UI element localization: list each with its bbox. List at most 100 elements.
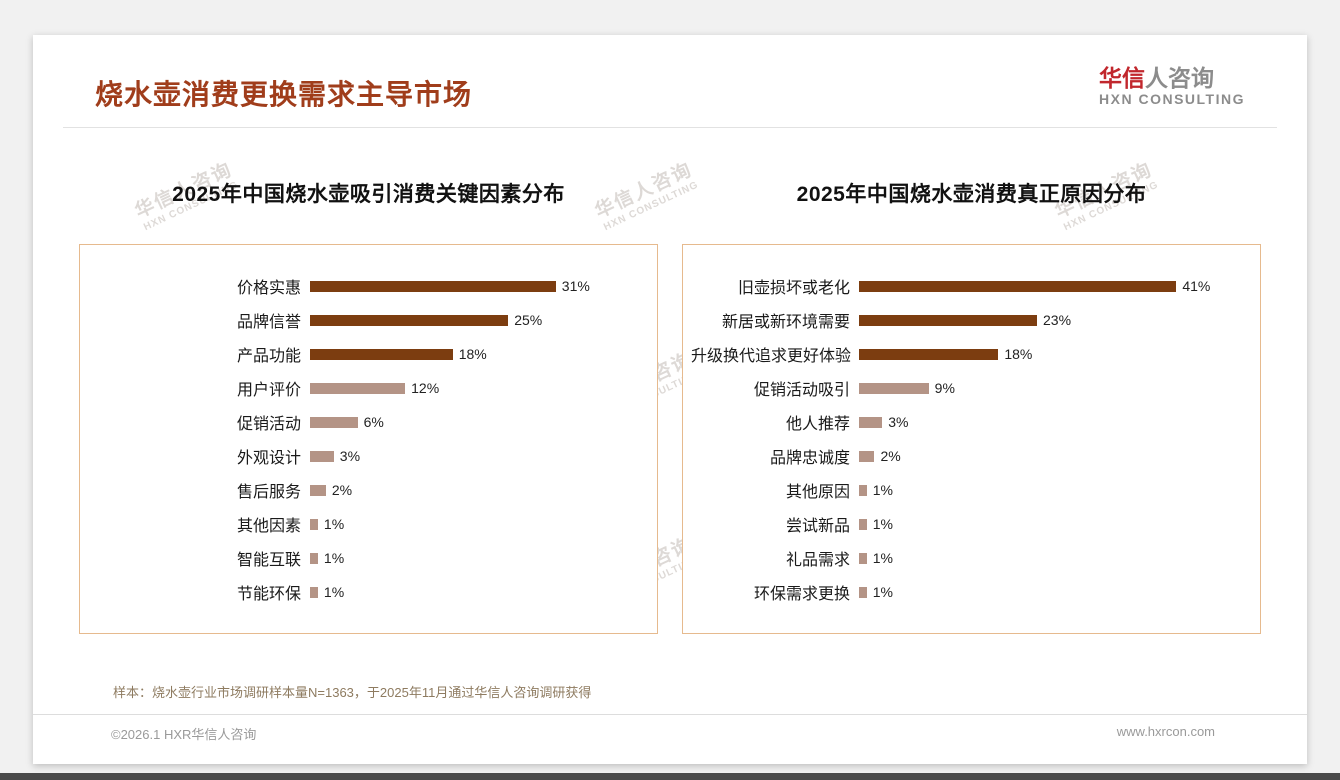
charts-area: 2025年中国烧水壶吸引消费关键因素分布 价格实惠 31% 品牌信誉 25% 产品功能 1… xyxy=(33,128,1307,634)
bar xyxy=(859,518,867,530)
bar-track: 1% xyxy=(859,482,1246,498)
bar-track: 2% xyxy=(310,482,643,498)
bar xyxy=(859,280,1177,292)
logo-rest-text: 人咨询 xyxy=(1145,65,1215,91)
value-label: 23% xyxy=(1043,312,1072,328)
category-label: 他人推荐 xyxy=(785,416,850,433)
value-label: 41% xyxy=(1182,278,1211,294)
bar-track: 12% xyxy=(310,380,643,396)
bar-track: 1% xyxy=(859,584,1246,600)
bar-row: 节能环保 1% xyxy=(88,575,643,609)
bar-track: 1% xyxy=(859,516,1246,532)
bar-track: 41% xyxy=(859,278,1246,294)
bar xyxy=(310,450,334,462)
bar xyxy=(310,518,318,530)
bar xyxy=(859,586,867,598)
bar xyxy=(310,382,406,394)
bar xyxy=(859,484,867,496)
bar-track: 25% xyxy=(310,312,643,328)
bar-row: 礼品需求 1% xyxy=(691,541,1246,575)
bar xyxy=(310,416,358,428)
value-label: 18% xyxy=(1004,346,1033,362)
bar xyxy=(859,314,1038,326)
category-label: 外观设计 xyxy=(236,450,301,467)
bar-row: 促销活动 6% xyxy=(88,405,643,439)
bar xyxy=(859,450,875,462)
bar-track: 18% xyxy=(310,346,643,362)
bar-row: 价格实惠 31% xyxy=(88,269,643,303)
right-chart: 旧壶损坏或老化 41% 新居或新环境需要 23% 升级换代追求更好体验 18% 促销活动吸引… xyxy=(682,244,1261,634)
bar xyxy=(310,348,453,360)
copyright-text: ©2026.1 HXR华信人咨询 xyxy=(111,727,257,742)
bar-track: 2% xyxy=(859,448,1246,464)
value-label: 1% xyxy=(323,516,345,532)
bar-row: 品牌信誉 25% xyxy=(88,303,643,337)
bar xyxy=(859,416,883,428)
category-label: 升级换代追求更好体验 xyxy=(691,348,852,365)
value-label: 6% xyxy=(363,414,384,430)
value-label: 25% xyxy=(514,312,543,328)
bar-row: 促销活动吸引 9% xyxy=(691,371,1246,405)
bar-row: 品牌忠诚度 2% xyxy=(691,439,1246,473)
header: 烧水壶消费更换需求主导市场 华信人咨询 HXN CONSULTING xyxy=(63,35,1277,128)
value-label: 1% xyxy=(872,482,893,498)
bar-track: 18% xyxy=(859,346,1246,362)
value-label: 2% xyxy=(331,482,353,498)
bar-row: 用户评价 12% xyxy=(88,371,643,405)
bar-row: 智能互联 1% xyxy=(88,541,643,575)
category-label: 促销活动吸引 xyxy=(753,382,850,399)
bar-track: 31% xyxy=(310,278,643,294)
company-logo: 华信人咨询 HXN CONSULTING xyxy=(1099,65,1245,108)
category-label: 价格实惠 xyxy=(236,280,301,297)
bar-row: 其他原因 1% xyxy=(691,473,1246,507)
bar xyxy=(859,382,929,394)
bar-track: 6% xyxy=(310,414,643,430)
bar-track: 1% xyxy=(859,550,1246,566)
bar xyxy=(310,586,318,598)
value-label: 3% xyxy=(339,448,361,464)
category-label: 环保需求更换 xyxy=(753,586,850,603)
bar-track: 1% xyxy=(310,516,643,532)
bar-row: 售后服务 2% xyxy=(88,473,643,507)
value-label: 3% xyxy=(888,414,909,430)
bar xyxy=(310,552,318,564)
bar-track: 1% xyxy=(310,584,643,600)
category-label: 促销活动 xyxy=(236,416,301,433)
value-label: 1% xyxy=(872,584,893,600)
category-label: 尝试新品 xyxy=(785,518,850,535)
right-chart-section: 2025年中国烧水壶消费真正原因分布 旧壶损坏或老化 41% 新居或新环境需要 23%… xyxy=(682,178,1261,634)
bar-track: 23% xyxy=(859,312,1246,328)
category-label: 产品功能 xyxy=(236,348,301,365)
category-label: 礼品需求 xyxy=(785,552,850,569)
logo-accent-text: 华信 xyxy=(1099,65,1146,91)
website-url: www.hxrcon.com xyxy=(1116,724,1215,739)
category-label: 节能环保 xyxy=(236,586,301,603)
category-label: 其他原因 xyxy=(785,484,850,501)
bar-row: 外观设计 3% xyxy=(88,439,643,473)
logo-english-name: HXN CONSULTING xyxy=(1099,91,1245,108)
left-chart-title: 2025年中国烧水壶吸引消费关键因素分布 xyxy=(172,183,565,206)
bar-row: 旧壶损坏或老化 41% xyxy=(691,269,1246,303)
logo-chinese-name: 华信人咨询 xyxy=(1099,65,1245,91)
value-label: 1% xyxy=(323,550,345,566)
bar-row: 其他因素 1% xyxy=(88,507,643,541)
category-label: 售后服务 xyxy=(236,484,301,501)
bar-track: 9% xyxy=(859,380,1246,396)
value-label: 2% xyxy=(880,448,901,464)
bar-row: 升级换代追求更好体验 18% xyxy=(691,337,1246,371)
bar xyxy=(310,314,509,326)
category-label: 旧壶损坏或老化 xyxy=(737,280,850,297)
category-label: 智能互联 xyxy=(236,552,301,569)
value-label: 31% xyxy=(561,278,590,294)
bar-track: 1% xyxy=(310,550,643,566)
value-label: 9% xyxy=(934,380,955,396)
category-label: 用户评价 xyxy=(236,382,301,399)
category-label: 品牌信誉 xyxy=(236,314,301,331)
report-slide: 华信人咨询 HXN CONSULTING 华信人咨询 HXN CONSULTING 华信… xyxy=(33,35,1307,764)
left-chart-section: 2025年中国烧水壶吸引消费关键因素分布 价格实惠 31% 品牌信誉 25% 产品功能 1… xyxy=(79,178,658,634)
right-chart-title: 2025年中国烧水壶消费真正原因分布 xyxy=(796,183,1147,206)
bottom-edge-strip xyxy=(0,773,1340,780)
bar-track: 3% xyxy=(310,448,643,464)
category-label: 其他因素 xyxy=(236,518,301,535)
footer: ©2026.1 HXR华信人咨询 www.hxrcon.com xyxy=(33,714,1307,743)
